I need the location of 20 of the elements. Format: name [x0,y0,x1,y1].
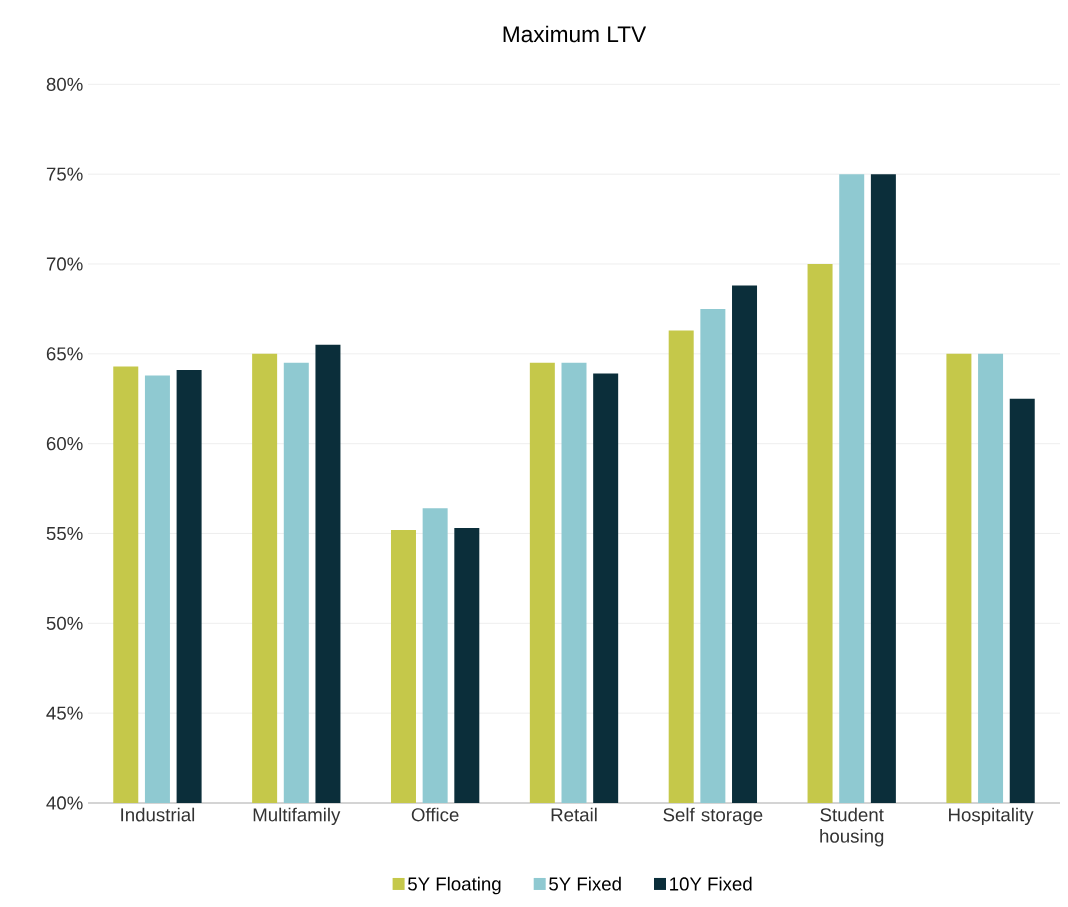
x-tick-label: Hospitality [949,807,1034,826]
legend-label: 5Y Floating [408,876,501,895]
x-tick-label: Office [411,807,459,822]
y-tick-label: 50% [46,616,83,630]
y-tick-label: 60% [46,437,83,451]
x-tick-label: Retail [551,807,597,822]
y-tick-label: 40% [46,796,83,810]
x-tick-label: Student housing [820,807,884,847]
legend-label: 5Y Fixed [549,876,621,891]
y-tick-label: 75% [46,167,83,181]
x-tick-label: Industrial [121,807,195,822]
x-tick-label: Self storage [663,807,763,826]
y-tick-label: 45% [46,706,83,720]
legend-label: 10Y Fixed [670,876,752,891]
y-tick-label: 70% [46,257,83,271]
y-tick-label: 55% [46,526,83,541]
y-tick-label: 80% [46,77,83,91]
chart-title: Maximum LTV [503,25,647,43]
y-tick-label: 65% [46,347,83,361]
x-tick-label: Multifamily [253,807,341,826]
